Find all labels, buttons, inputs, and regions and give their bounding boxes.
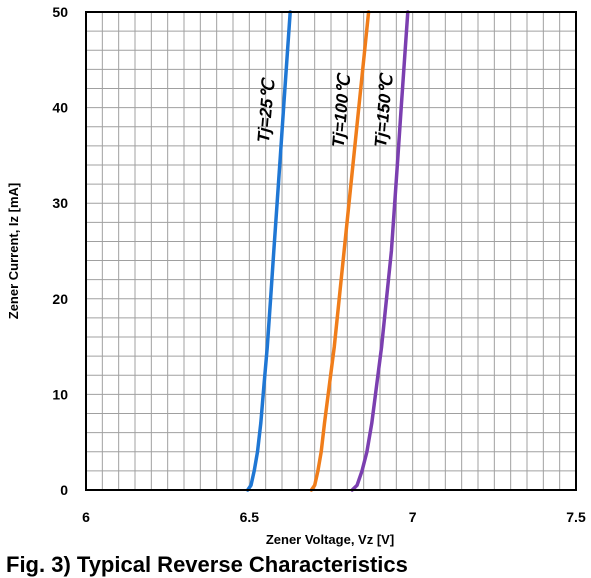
series-line-2 — [350, 10, 410, 492]
y-tick-label: 40 — [52, 100, 68, 116]
figure-caption: Fig. 3) Typical Reverse Characteristics — [6, 552, 408, 577]
x-tick-label: 6 — [82, 509, 90, 525]
y-tick-label: 50 — [52, 4, 68, 20]
x-axis-label: Zener Voltage, Vz [V] — [266, 532, 394, 547]
series-lines — [245, 10, 410, 492]
series-line-1 — [309, 10, 371, 492]
y-tick-label: 0 — [60, 482, 68, 498]
y-tick-label: 30 — [52, 195, 68, 211]
y-tick-label: 20 — [52, 291, 68, 307]
y-tick-label: 10 — [52, 386, 68, 402]
plot-frame — [85, 11, 577, 491]
series-line-0 — [245, 10, 292, 492]
y-axis-label: Zener Current, Iz [mA] — [6, 183, 21, 320]
tick-labels: 6 6.5 7 7.5 0 10 20 30 40 50 — [52, 4, 586, 525]
x-tick-label: 6.5 — [240, 509, 260, 525]
x-tick-label: 7 — [409, 509, 417, 525]
grid — [86, 12, 576, 490]
x-tick-label: 7.5 — [566, 509, 586, 525]
